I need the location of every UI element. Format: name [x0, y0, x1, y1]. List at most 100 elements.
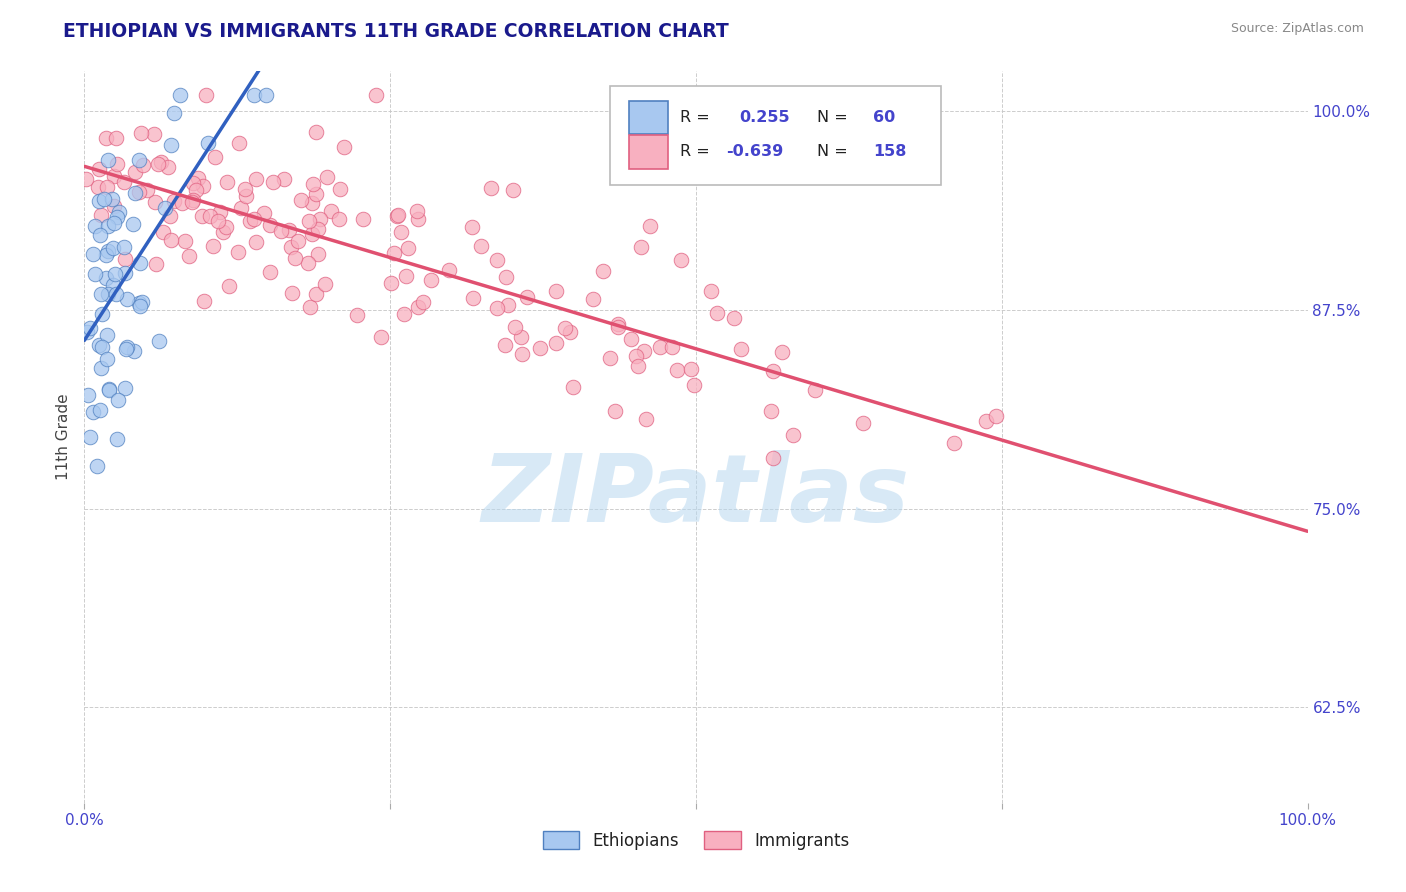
Point: [280, 240, 302, 254]
Point: [486, 252, 509, 267]
Text: ZIPatlas: ZIPatlas: [482, 450, 910, 541]
Point: [479, 181, 502, 195]
Point: [297, 256, 319, 270]
FancyBboxPatch shape: [610, 86, 941, 185]
Point: [387, 209, 409, 223]
Point: [181, 195, 204, 210]
Point: [117, 292, 139, 306]
Point: [243, 212, 266, 227]
Point: [97, 244, 120, 259]
Point: [204, 150, 226, 164]
Point: [163, 194, 186, 209]
Text: -0.639: -0.639: [727, 145, 783, 160]
Point: [470, 239, 492, 253]
Point: [439, 262, 461, 277]
Text: 0.255: 0.255: [738, 110, 789, 125]
Point: [984, 409, 1007, 423]
Point: [159, 209, 181, 223]
Point: [162, 106, 184, 120]
Point: [96, 180, 118, 194]
Point: [529, 341, 551, 355]
Point: [190, 209, 212, 223]
Point: [762, 363, 785, 377]
Point: [627, 359, 650, 373]
Point: [89, 338, 111, 352]
Point: [558, 325, 581, 339]
Point: [114, 266, 136, 280]
Point: [104, 267, 127, 281]
Point: [305, 287, 328, 301]
Point: [624, 349, 647, 363]
Point: [172, 195, 194, 210]
Point: [231, 201, 253, 215]
Point: [131, 294, 153, 309]
Point: [307, 247, 329, 261]
Point: [582, 292, 605, 306]
Point: [592, 264, 614, 278]
Point: [301, 227, 323, 242]
Point: [461, 220, 484, 235]
FancyBboxPatch shape: [628, 101, 668, 135]
Point: [461, 291, 484, 305]
Point: [82, 405, 104, 419]
Point: [394, 307, 416, 321]
Point: [208, 205, 231, 219]
Point: [503, 320, 526, 334]
Point: [105, 157, 128, 171]
Point: [242, 88, 264, 103]
Point: [298, 214, 321, 228]
Point: [302, 178, 325, 192]
Point: [114, 381, 136, 395]
Point: [184, 183, 207, 197]
Text: N =: N =: [817, 110, 853, 125]
Point: [406, 211, 429, 226]
Point: [770, 345, 793, 359]
Point: [173, 234, 195, 248]
Point: [129, 127, 152, 141]
Point: [607, 317, 630, 331]
Point: [90, 286, 112, 301]
Point: [607, 320, 630, 334]
Point: [107, 393, 129, 408]
Point: [93, 192, 115, 206]
Point: [277, 223, 299, 237]
Point: [502, 183, 524, 197]
Point: [90, 208, 112, 222]
Point: [270, 223, 292, 237]
Point: [136, 183, 159, 197]
Point: [259, 264, 281, 278]
Point: [239, 214, 262, 228]
Text: 60: 60: [873, 110, 896, 125]
Point: [254, 88, 277, 103]
Point: [101, 192, 124, 206]
Point: [122, 344, 145, 359]
Point: [380, 276, 402, 290]
Point: [599, 351, 621, 366]
Point: [103, 216, 125, 230]
Point: [191, 178, 214, 193]
Point: [494, 338, 516, 352]
Point: [197, 136, 219, 151]
Point: [412, 295, 434, 310]
Point: [156, 160, 179, 174]
Point: [346, 308, 368, 322]
Point: [329, 182, 352, 196]
Point: [202, 239, 225, 253]
Point: [128, 299, 150, 313]
Point: [128, 185, 150, 199]
Point: [314, 277, 336, 292]
Point: [187, 171, 209, 186]
Point: [290, 194, 312, 208]
Point: [298, 301, 321, 315]
Point: [634, 411, 657, 425]
Point: [516, 289, 538, 303]
Legend: Ethiopians, Immigrants: Ethiopians, Immigrants: [536, 824, 856, 856]
Point: [148, 334, 170, 348]
FancyBboxPatch shape: [628, 135, 668, 169]
Point: [145, 257, 167, 271]
Point: [370, 330, 392, 344]
Point: [233, 182, 256, 196]
Point: [198, 210, 221, 224]
Point: [650, 340, 672, 354]
Point: [301, 195, 323, 210]
